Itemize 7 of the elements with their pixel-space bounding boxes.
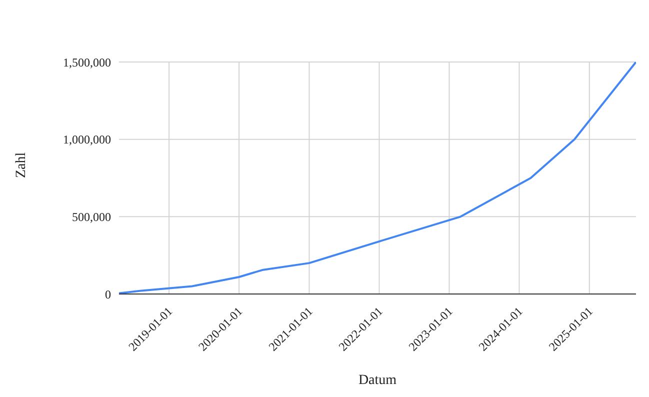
y-tick-label: 500,000 [72,210,111,224]
x-axis-title: Datum [358,373,397,388]
y-tick-label: 1,500,000 [63,55,111,70]
y-axis-title: Zahl [14,152,29,178]
y-tick-label: 0 [105,287,111,302]
line-series [119,62,636,294]
y-tick-label: 1,000,000 [63,132,111,147]
